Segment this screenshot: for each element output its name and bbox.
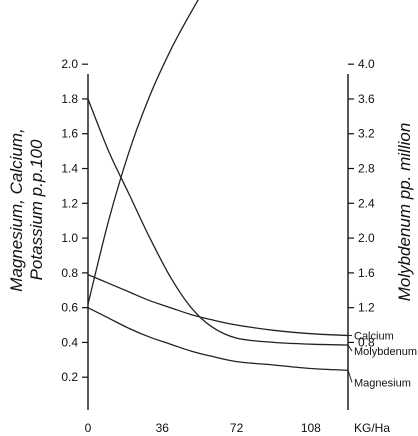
calcium-label: Calcium: [354, 330, 394, 342]
left-axis-title: Magnesium, Calcium,: [7, 128, 26, 291]
left-tick-label: 0.6: [61, 301, 78, 315]
x-axis-label: KG/Ha: [354, 421, 390, 435]
left-tick-label: 0.2: [61, 370, 78, 384]
right-tick-label: 1.6: [358, 266, 375, 280]
left-tick-label: 1.6: [61, 127, 78, 141]
right-axis-title: Molybdenum pp. million: [395, 123, 414, 302]
right-tick-label: 2.8: [358, 162, 375, 176]
labels: PotassiumCalciumMolybdenumMagnesium: [347, 330, 417, 389]
left-tick-label: 0.8: [61, 266, 78, 280]
left-tick-label: 1.4: [61, 162, 78, 176]
left-axis-title: Potassium p.p.100: [27, 139, 46, 280]
axes: 0.2 0.4 0.6 0.8 1.0 1.2 1.4 1.6 1.8 2.0 0.8 1.2 1.6 2…: [7, 57, 414, 435]
left-tick-label: 1.0: [61, 231, 78, 245]
x-tick-label: 0: [85, 421, 92, 435]
right-tick-label: 0.8: [358, 335, 375, 349]
left-tick-label: 1.2: [61, 196, 78, 210]
potassium-line: [87, 0, 199, 305]
left-tick-label: 2.0: [61, 57, 78, 71]
x-tick-label: 72: [230, 421, 244, 435]
magnesium-line: [87, 307, 349, 371]
molybdenum-label: Molybdenum: [354, 346, 417, 358]
magnesium-label: Magnesium: [354, 377, 411, 389]
right-tick-label: 2.4: [358, 196, 375, 210]
right-tick-label: 1.2: [358, 301, 375, 315]
right-tick-label: 3.2: [358, 127, 375, 141]
molybdenum-leader: [347, 344, 353, 352]
left-tick-label: 1.8: [61, 92, 78, 106]
right-tick-label: 2.0: [358, 231, 375, 245]
right-tick-label: 4.0: [358, 57, 375, 71]
magnesium-leader: [347, 370, 353, 383]
curves: [87, 0, 349, 371]
calcium-line: [87, 274, 349, 337]
x-tick-label: 108: [301, 421, 321, 435]
molybdenum-line: [87, 98, 349, 346]
right-tick-label: 3.6: [358, 92, 375, 106]
x-tick-label: 36: [156, 421, 170, 435]
left-tick-label: 0.4: [61, 335, 78, 349]
